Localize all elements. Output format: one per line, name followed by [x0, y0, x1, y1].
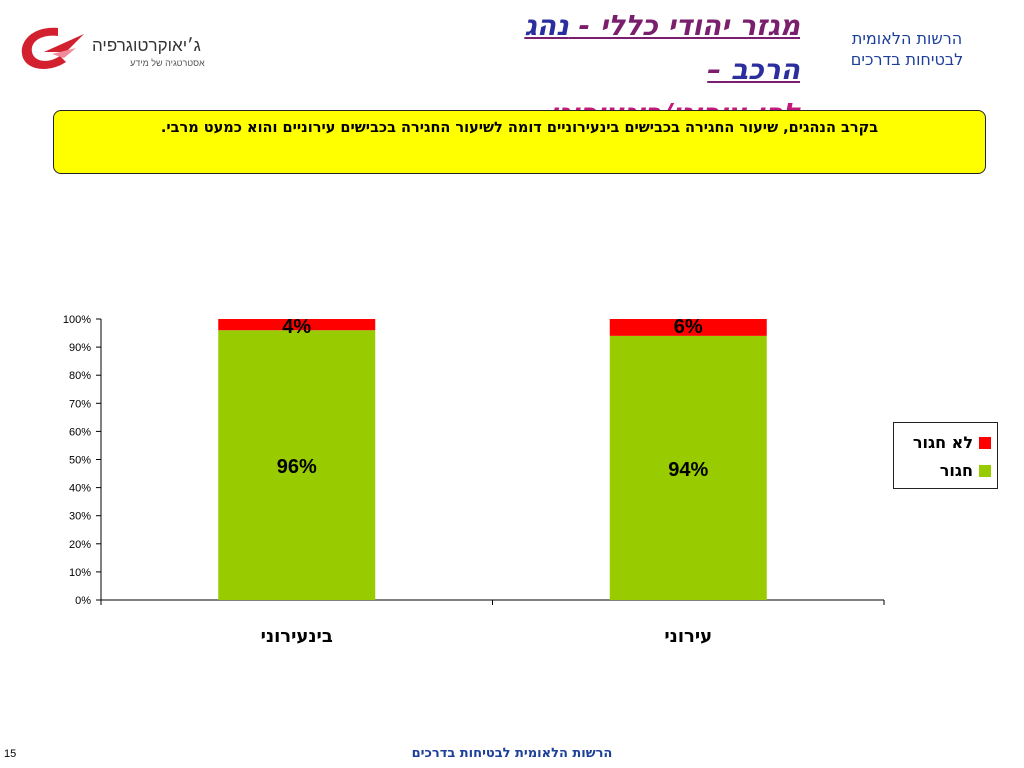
data-label: 96% [277, 456, 317, 478]
data-label: 94% [668, 459, 708, 481]
logo-name: ג׳יאוקרטוגרפיה [92, 36, 201, 55]
org-line1: הרשות הלאומית [851, 29, 963, 48]
y-tick-label: 40% [69, 483, 91, 495]
data-label: 4% [282, 316, 311, 338]
y-tick-label: 70% [69, 398, 91, 410]
title-highlight: נהג הרכב [524, 9, 800, 86]
y-tick-label: 90% [69, 342, 91, 354]
stacked-bar-chart: 0%10%20%30%40%50%60%70%80%90%100% 96%4%9… [63, 314, 885, 647]
category-label: בינעירוני [261, 626, 333, 647]
bar-segment-belted [218, 330, 376, 600]
y-tick-label: 20% [69, 539, 91, 551]
bar-segment-not-belted [609, 319, 767, 336]
logo-swoosh-icon [21, 27, 84, 69]
bar-segment-not-belted [218, 319, 376, 331]
callout-box: בקרב הנהגים, שיעור החגירה בכבישים בינעיר… [53, 110, 986, 174]
y-tick-label: 0% [75, 595, 91, 607]
y-tick-label: 30% [69, 511, 91, 523]
category-labels: בינעירוני עירוני [261, 626, 712, 647]
page-number: 15 [4, 748, 17, 760]
footer: הרשות הלאומית לבטיחות בדרכים [411, 746, 613, 761]
y-tick-label: 80% [69, 370, 91, 382]
legend-swatch-red [979, 436, 991, 449]
title-prefix: מגזר יהודי כללי - [568, 9, 801, 42]
y-tick-label: 60% [69, 426, 91, 438]
data-label: 6% [674, 316, 703, 338]
chart-legend: לא חגור חגור [893, 422, 998, 489]
category-label: עירוני [664, 626, 712, 647]
legend-label: לא חגור [912, 433, 973, 452]
org-line2: לבטיחות בדרכים [850, 50, 964, 69]
legend-item-not-belted: לא חגור [913, 433, 991, 452]
legend-label: חגור [939, 461, 973, 480]
legend-swatch-green [979, 464, 991, 477]
y-tick-label: 100% [63, 314, 91, 326]
logo-tagline: אסטרטגיה של מידע [130, 58, 205, 68]
y-tick-label: 50% [69, 455, 91, 467]
x-axis [100, 599, 885, 605]
y-axis: 0% 10% 20% 30% 40% 50% 60% 70% 80% 90% 100% [63, 314, 102, 607]
bar-labels: 96% 4% 94% 6% [277, 316, 709, 481]
bar-segment-belted [609, 335, 767, 600]
bars [218, 319, 767, 600]
title-suffix: – [707, 53, 731, 86]
organization-name: הרשות הלאומית לבטיחות בדרכים [822, 28, 992, 70]
callout-text: בקרב הנהגים, שיעור החגירה בכבישים בינעיר… [160, 120, 879, 136]
y-tick-label: 10% [69, 567, 91, 579]
legend-item-belted: חגור [940, 461, 991, 480]
logo [14, 18, 244, 78]
